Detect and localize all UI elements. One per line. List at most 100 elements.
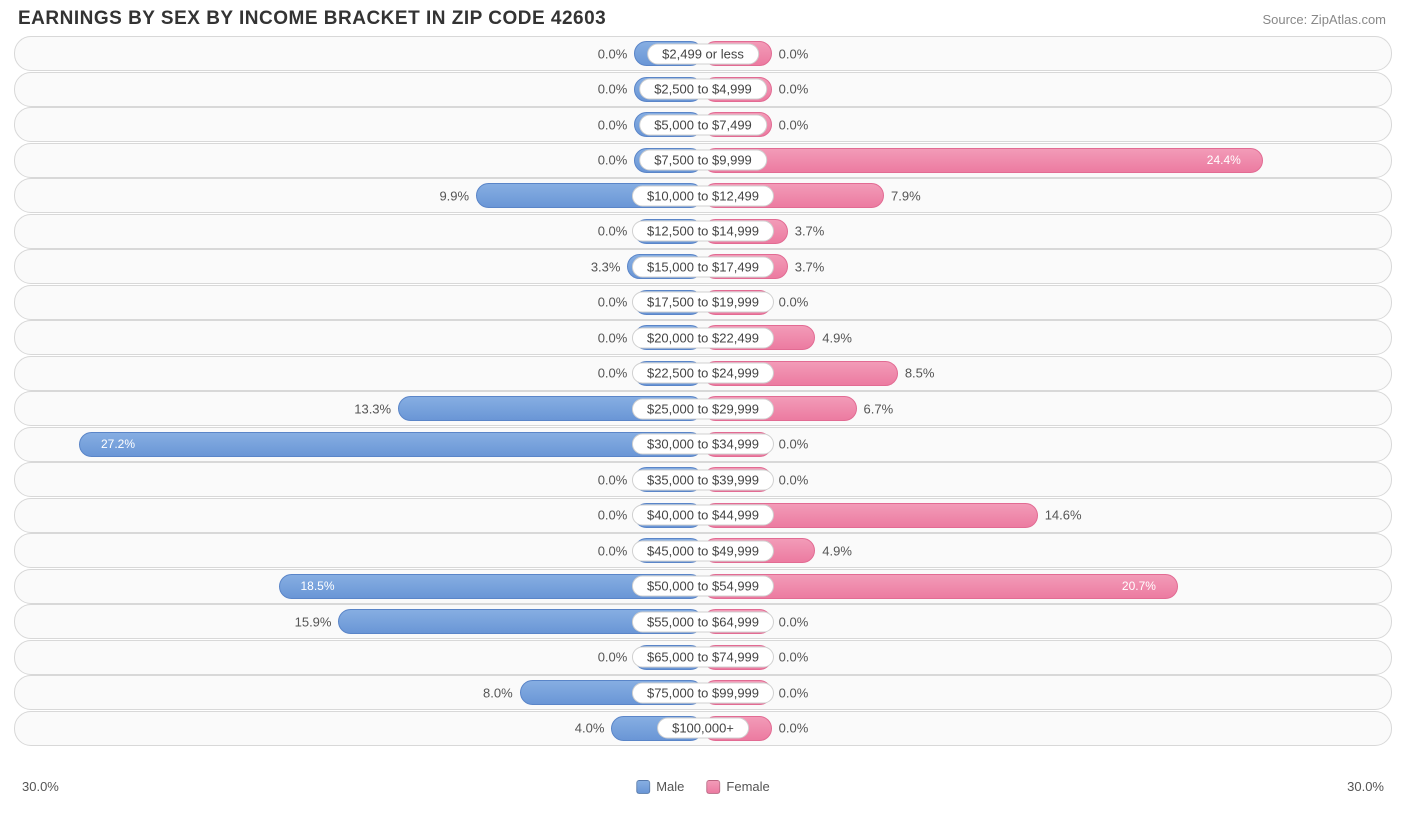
bracket-label: $50,000 to $54,999: [632, 576, 774, 597]
female-pct-label: 4.9%: [822, 543, 852, 558]
female-half: 0.0%: [703, 676, 1391, 709]
female-half: 14.6%: [703, 499, 1391, 532]
female-half: 3.7%: [703, 215, 1391, 248]
chart-row: 0.0% 0.0% $35,000 to $39,999: [14, 462, 1392, 497]
female-half: 6.7%: [703, 392, 1391, 425]
female-half: 0.0%: [703, 286, 1391, 319]
bracket-label: $45,000 to $49,999: [632, 540, 774, 561]
chart-row: 0.0%0.0%$65,000 to $74,999: [14, 640, 1392, 675]
bracket-label: $10,000 to $12,499: [632, 185, 774, 206]
bracket-label: $55,000 to $64,999: [632, 611, 774, 632]
male-pct-label: 0.0%: [598, 153, 628, 168]
chart-row: 0.0% 0.0% $2,499 or less: [14, 36, 1392, 71]
bracket-label: $40,000 to $44,999: [632, 505, 774, 526]
chart-row: 0.0% 14.6%$40,000 to $44,999: [14, 498, 1392, 533]
female-half: 0.0%: [703, 641, 1391, 674]
female-bar: [703, 148, 1263, 173]
male-pct-label: 0.0%: [598, 224, 628, 239]
female-pct-label: 0.0%: [779, 46, 809, 61]
legend-female-label: Female: [726, 779, 769, 794]
bracket-label: $25,000 to $29,999: [632, 398, 774, 419]
chart-row: 18.5%20.7%$50,000 to $54,999: [14, 569, 1392, 604]
male-half: 3.3%: [15, 250, 703, 283]
male-half: 15.9%: [15, 605, 703, 638]
male-half: 0.0%: [15, 463, 703, 496]
bracket-label: $65,000 to $74,999: [632, 647, 774, 668]
male-pct-label: 15.9%: [295, 614, 332, 629]
male-pct-label: 13.3%: [354, 401, 391, 416]
legend: Male Female: [636, 779, 770, 794]
male-half: 0.0%: [15, 108, 703, 141]
legend-female: Female: [706, 779, 769, 794]
bracket-label: $2,499 or less: [647, 43, 759, 64]
male-half: 8.0%: [15, 676, 703, 709]
male-pct-label: 0.0%: [598, 295, 628, 310]
female-pct-label: 4.9%: [822, 330, 852, 345]
female-half: 0.0%: [703, 37, 1391, 70]
male-pct-label: 0.0%: [598, 472, 628, 487]
female-pct-label: 24.4%: [1207, 153, 1249, 167]
male-pct-label: 3.3%: [591, 259, 621, 274]
chart-row: 9.9%7.9%$10,000 to $12,499: [14, 178, 1392, 213]
male-pct-label: 0.0%: [598, 46, 628, 61]
legend-male: Male: [636, 779, 684, 794]
chart-row: 0.0%0.0%$5,000 to $7,499: [14, 107, 1392, 142]
female-pct-label: 0.0%: [779, 437, 809, 452]
bracket-label: $22,500 to $24,999: [632, 363, 774, 384]
chart-area: 0.0%0.0%$2,499 or less0.0%0.0%$2,500 to …: [14, 36, 1392, 775]
female-pct-label: 8.5%: [905, 366, 935, 381]
male-half: 13.3%: [15, 392, 703, 425]
chart-row: 27.2% 0.0% $30,000 to $34,999: [14, 427, 1392, 462]
female-pct-label: 0.0%: [779, 614, 809, 629]
male-half: 0.0%: [15, 641, 703, 674]
bracket-label: $30,000 to $34,999: [632, 434, 774, 455]
male-half: 0.0%: [15, 37, 703, 70]
female-half: 0.0%: [703, 108, 1391, 141]
female-pct-label: 0.0%: [779, 472, 809, 487]
chart-row: 3.3% 3.7% $15,000 to $17,499: [14, 249, 1392, 284]
source-attribution: Source: ZipAtlas.com: [1262, 12, 1386, 27]
bracket-label: $17,500 to $19,999: [632, 292, 774, 313]
female-half: 4.9%: [703, 534, 1391, 567]
male-pct-label: 0.0%: [598, 330, 628, 345]
axis-row: 30.0% Male Female 30.0%: [14, 779, 1392, 801]
male-bar: [79, 432, 703, 457]
chart-row: 0.0%4.9%$45,000 to $49,999: [14, 533, 1392, 568]
female-pct-label: 0.0%: [779, 295, 809, 310]
chart-row: 4.0%0.0%$100,000+: [14, 711, 1392, 746]
female-pct-label: 20.7%: [1122, 579, 1164, 593]
female-pct-label: 0.0%: [779, 685, 809, 700]
bracket-label: $15,000 to $17,499: [632, 256, 774, 277]
bracket-label: $7,500 to $9,999: [639, 150, 767, 171]
male-pct-label: 0.0%: [598, 508, 628, 523]
bracket-label: $75,000 to $99,999: [632, 682, 774, 703]
male-pct-label: 0.0%: [598, 117, 628, 132]
male-half: 0.0%: [15, 144, 703, 177]
male-swatch-icon: [636, 780, 650, 794]
female-pct-label: 3.7%: [795, 259, 825, 274]
female-half: 0.0%: [703, 712, 1391, 745]
chart-title: EARNINGS BY SEX BY INCOME BRACKET IN ZIP…: [18, 8, 606, 30]
bracket-label: $100,000+: [657, 718, 749, 739]
chart-row: 0.0%8.5%$22,500 to $24,999: [14, 356, 1392, 391]
female-pct-label: 0.0%: [779, 82, 809, 97]
bracket-label: $35,000 to $39,999: [632, 469, 774, 490]
chart-row: 8.0% 0.0% $75,000 to $99,999: [14, 675, 1392, 710]
male-pct-label: 8.0%: [483, 685, 513, 700]
axis-max-right: 30.0%: [1347, 779, 1384, 794]
female-half: 0.0%: [703, 605, 1391, 638]
bracket-label: $5,000 to $7,499: [639, 114, 767, 135]
chart-row: 0.0%0.0%$2,500 to $4,999: [14, 72, 1392, 107]
legend-male-label: Male: [656, 779, 684, 794]
male-half: 27.2%: [15, 428, 703, 461]
chart-row: 0.0% 0.0% $17,500 to $19,999: [14, 285, 1392, 320]
female-bar: [703, 574, 1178, 599]
chart-row: 0.0%3.7%$12,500 to $14,999: [14, 214, 1392, 249]
female-half: 20.7%: [703, 570, 1391, 603]
chart-row: 15.9% 0.0% $55,000 to $64,999: [14, 604, 1392, 639]
female-half: 8.5%: [703, 357, 1391, 390]
female-half: 3.7%: [703, 250, 1391, 283]
male-half: 4.0%: [15, 712, 703, 745]
male-half: 0.0%: [15, 73, 703, 106]
female-half: 0.0%: [703, 428, 1391, 461]
